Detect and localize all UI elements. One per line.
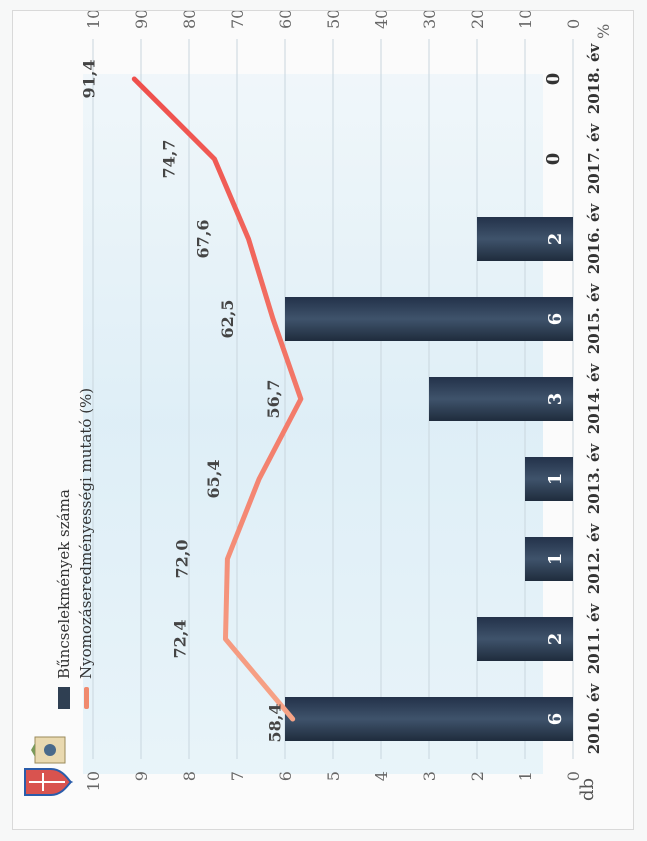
bar-label: 6 xyxy=(545,313,566,326)
bar-label: 1 xyxy=(545,473,566,486)
x-tick-label: 2010. év xyxy=(585,682,603,754)
legend-swatch-bars xyxy=(58,687,70,709)
line-value-label: 58,4 xyxy=(266,704,285,743)
right-tick-label: 100 xyxy=(84,11,103,29)
left-axis-ticks: 0 1 2 3 4 5 6 7 8 9 10 xyxy=(84,771,583,791)
right-tick-label: 70 xyxy=(228,11,247,29)
bar xyxy=(525,537,573,581)
legend-item-bars: Bűncselekmények száma xyxy=(53,388,75,709)
x-tick-label: 2015. év xyxy=(585,282,603,354)
legend: Bűncselekmények száma Nyomozáseredményes… xyxy=(53,388,97,709)
x-tick-label: 2016. év xyxy=(585,202,603,274)
line-value-label: 67,6 xyxy=(194,220,213,259)
bar xyxy=(477,217,573,261)
left-tick-label: 6 xyxy=(276,771,295,781)
left-axis-label: db xyxy=(577,778,598,801)
right-tick-label: 10 xyxy=(516,11,535,29)
bar-label: 1 xyxy=(545,553,566,566)
right-tick-label: 20 xyxy=(468,11,487,29)
bar xyxy=(525,457,573,501)
bar xyxy=(429,377,573,421)
left-tick-label: 1 xyxy=(516,771,535,781)
bar-label: 2 xyxy=(545,233,566,246)
x-tick-label: 2011. év xyxy=(585,602,603,674)
line-value-label: 74,7 xyxy=(159,140,178,179)
line-value-label: 72,0 xyxy=(172,540,191,579)
line-value-label: 65,4 xyxy=(204,460,223,499)
bar xyxy=(477,617,573,661)
left-tick-label: 2 xyxy=(468,771,487,781)
bar-label: 2 xyxy=(545,633,566,646)
line-series: 58,4 72,4 72,0 65,4 56,7 62,5 67,6 74,7 91,4 xyxy=(79,60,304,743)
x-tick-label: 2012. év xyxy=(585,522,603,594)
x-axis-ticks: 2010. év 2011. év 2012. év 2013. év 2014. év… xyxy=(585,42,603,754)
bar-label: 0 xyxy=(543,73,564,86)
x-tick-label: 2013. év xyxy=(585,442,603,514)
line-value-label: 56,7 xyxy=(264,380,283,419)
right-tick-label: 40 xyxy=(372,11,391,29)
right-axis-label: % xyxy=(594,24,613,39)
right-tick-label: 50 xyxy=(324,11,343,29)
right-tick-label: 80 xyxy=(180,11,199,29)
police-logo xyxy=(17,733,87,803)
bar xyxy=(285,697,573,741)
line-path xyxy=(131,76,304,722)
bar-label: 6 xyxy=(545,713,566,726)
left-tick-label: 3 xyxy=(420,771,439,781)
right-tick-label: 90 xyxy=(132,11,151,29)
left-tick-label: 8 xyxy=(180,771,199,781)
legend-label-line: Nyomozáseredményességi mutató (%) xyxy=(77,387,95,679)
line-value-label: 62,5 xyxy=(218,300,237,339)
left-tick-label: 5 xyxy=(324,771,343,781)
bar xyxy=(285,297,573,341)
left-tick-label: 7 xyxy=(228,771,247,781)
right-tick-label: 30 xyxy=(420,11,439,29)
bar-label: 0 xyxy=(543,153,564,166)
left-tick-label: 4 xyxy=(372,771,391,781)
left-tick-label: 9 xyxy=(132,771,151,781)
bar-series: 6 2 1 1 3 6 2 0 0 xyxy=(285,73,573,741)
x-tick-label: 2018. év xyxy=(585,42,603,114)
x-tick-label: 2017. év xyxy=(585,122,603,194)
line-value-label: 72,4 xyxy=(170,620,189,659)
background-photo xyxy=(83,74,543,774)
left-tick-label: 10 xyxy=(84,771,103,791)
x-tick-label: 2014. év xyxy=(585,362,603,434)
right-tick-label: 60 xyxy=(276,11,295,29)
right-tick-label: 0 xyxy=(564,19,583,29)
legend-item-line: Nyomozáseredményességi mutató (%) xyxy=(75,388,97,709)
line-value-label: 91,4 xyxy=(79,60,98,99)
bar-label: 3 xyxy=(545,393,566,406)
legend-label-bars: Bűncselekmények száma xyxy=(55,489,73,679)
legend-swatch-line xyxy=(83,687,89,709)
left-tick-label: 0 xyxy=(564,771,583,781)
right-axis-ticks: 0 10 20 30 40 50 60 70 80 90 100 xyxy=(84,0,583,29)
